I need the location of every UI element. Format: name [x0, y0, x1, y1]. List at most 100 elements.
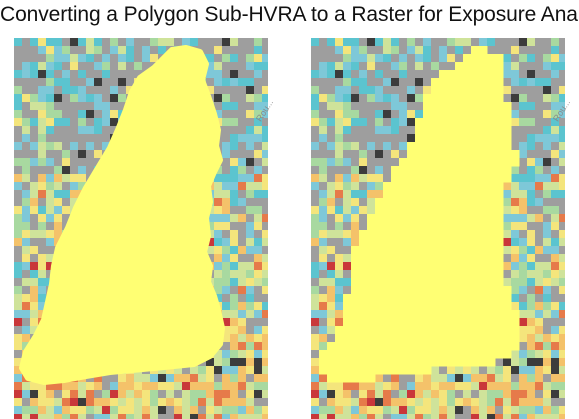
raster-cell — [222, 190, 230, 198]
raster-cell — [527, 174, 535, 182]
raster-cell — [62, 382, 70, 390]
raster-cell — [311, 102, 319, 110]
raster-cell — [519, 54, 527, 62]
raster-cell — [150, 398, 158, 406]
raster-cell — [399, 118, 407, 126]
raster-cell — [463, 398, 471, 406]
sub-hvra-raster-cell — [415, 270, 424, 279]
raster-cell — [455, 38, 463, 46]
sub-hvra-raster-cell — [383, 326, 392, 335]
sub-hvra-raster-cell — [503, 326, 512, 335]
raster-cell — [527, 54, 535, 62]
sub-hvra-raster-cell — [447, 318, 456, 327]
raster-cell — [102, 398, 110, 406]
raster-cell — [319, 414, 327, 419]
raster-cell — [54, 414, 62, 419]
raster-cell — [262, 230, 268, 238]
raster-cell — [262, 142, 268, 150]
sub-hvra-raster-cell — [415, 294, 424, 303]
raster-cell — [62, 414, 70, 419]
raster-cell — [254, 382, 262, 390]
sub-hvra-raster-cell — [375, 286, 384, 295]
raster-cell — [110, 118, 118, 126]
raster-cell — [238, 326, 246, 334]
raster-cell — [543, 182, 551, 190]
raster-cell — [503, 230, 511, 238]
raster-cell — [46, 142, 54, 150]
sub-hvra-raster-cell — [327, 342, 336, 351]
raster-cell — [415, 46, 423, 54]
sub-hvra-raster-cell — [455, 222, 464, 231]
raster-cell — [503, 278, 511, 286]
raster-cell — [46, 102, 54, 110]
raster-cell — [118, 62, 126, 70]
raster-cell — [198, 366, 206, 374]
raster-cell — [254, 350, 262, 358]
raster-cell — [102, 414, 110, 419]
sub-hvra-raster-cell — [471, 238, 480, 247]
sub-hvra-raster-cell — [471, 334, 480, 343]
raster-cell — [503, 198, 511, 206]
raster-cell — [551, 270, 559, 278]
raster-cell — [214, 110, 222, 118]
raster-cell — [222, 366, 230, 374]
raster-cell — [399, 110, 407, 118]
raster-cell — [110, 86, 118, 94]
sub-hvra-raster-cell — [503, 286, 512, 295]
raster-cell — [319, 158, 327, 166]
raster-cell — [230, 318, 238, 326]
raster-cell — [230, 342, 238, 350]
sub-hvra-raster-cell — [479, 214, 488, 223]
raster-cell — [375, 166, 383, 174]
raster-cell — [222, 326, 230, 334]
raster-cell — [319, 198, 327, 206]
raster-cell — [383, 126, 391, 134]
raster-cell — [479, 398, 487, 406]
raster-cell — [222, 38, 230, 46]
raster-cell — [311, 334, 319, 342]
raster-cell — [246, 110, 254, 118]
sub-hvra-raster-cell — [367, 270, 376, 279]
sub-hvra-raster-cell — [503, 174, 512, 183]
raster-cell — [54, 214, 62, 222]
raster-cell — [375, 70, 383, 78]
raster-cell — [46, 158, 54, 166]
raster-cell — [351, 198, 359, 206]
raster-cell — [511, 254, 519, 262]
sub-hvra-raster-cell — [447, 166, 456, 175]
sub-hvra-raster-cell — [351, 334, 360, 343]
sub-hvra-raster-cell — [431, 326, 440, 335]
raster-cell — [543, 158, 551, 166]
raster-cell — [246, 382, 254, 390]
raster-cell — [535, 182, 543, 190]
raster-cell — [503, 222, 511, 230]
raster-cell — [30, 182, 38, 190]
raster-cell — [30, 318, 38, 326]
raster-cell — [262, 86, 268, 94]
raster-cell — [166, 38, 174, 46]
sub-hvra-raster-cell — [351, 278, 360, 287]
raster-cell — [407, 406, 415, 414]
raster-cell — [351, 118, 359, 126]
sub-hvra-raster-cell — [471, 198, 480, 207]
sub-hvra-raster-cell — [455, 166, 464, 175]
sub-hvra-raster-cell — [447, 158, 456, 167]
raster-cell — [214, 198, 222, 206]
raster-cell — [38, 150, 46, 158]
sub-hvra-raster-cell — [439, 230, 448, 239]
raster-cell — [359, 70, 367, 78]
sub-hvra-raster-cell — [415, 278, 424, 287]
raster-cell — [22, 126, 30, 134]
sub-hvra-raster-cell — [487, 246, 496, 255]
raster-cell — [351, 62, 359, 70]
raster-cell — [214, 78, 222, 86]
raster-cell — [439, 390, 447, 398]
raster-cell — [527, 158, 535, 166]
raster-cell — [238, 382, 246, 390]
raster-cell — [86, 398, 94, 406]
raster-cell — [511, 294, 519, 302]
raster-cell — [511, 214, 519, 222]
sub-hvra-raster-cell — [351, 270, 360, 279]
sub-hvra-raster-cell — [375, 254, 384, 263]
raster-cell — [230, 142, 238, 150]
